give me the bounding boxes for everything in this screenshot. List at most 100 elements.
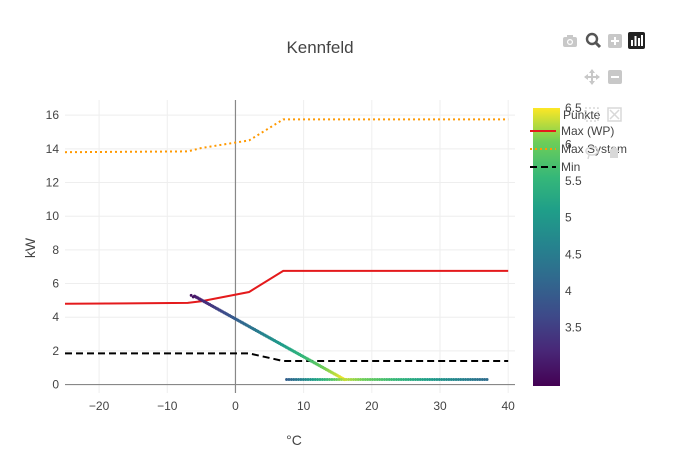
series-lines[interactable] bbox=[64, 118, 509, 362]
scatter-point bbox=[306, 378, 310, 382]
scatter-point bbox=[371, 378, 374, 382]
scatter-point bbox=[297, 378, 301, 382]
x-tick-label: 40 bbox=[502, 399, 516, 413]
chart-title: Kennfeld bbox=[286, 38, 353, 57]
y-tick-label: 16 bbox=[46, 108, 60, 122]
zoom-icon[interactable] bbox=[585, 32, 602, 49]
scatter-point bbox=[191, 295, 195, 299]
y-axis-title: kW bbox=[22, 237, 38, 258]
scatter-point bbox=[366, 378, 370, 382]
scatter-point bbox=[430, 378, 434, 382]
scatter-point bbox=[406, 378, 410, 382]
scatter-point bbox=[440, 378, 444, 382]
x-axis-title: °C bbox=[286, 432, 302, 448]
scatter-point bbox=[342, 378, 346, 382]
colorbar-tick-label: 5.5 bbox=[565, 174, 582, 188]
scatter-point bbox=[473, 378, 477, 382]
series-min bbox=[65, 352, 509, 362]
x-tick-label: −20 bbox=[89, 399, 110, 413]
scatter-point bbox=[449, 378, 453, 382]
scatter-point bbox=[480, 378, 484, 382]
series-max-system bbox=[64, 118, 509, 154]
scatter-point bbox=[394, 378, 398, 382]
camera-icon[interactable] bbox=[563, 35, 577, 47]
scatter-point bbox=[454, 378, 458, 382]
scatter-point bbox=[402, 378, 406, 382]
series-max-wp bbox=[64, 269, 509, 305]
bar-chart-icon[interactable] bbox=[628, 32, 645, 49]
scatter-point bbox=[323, 378, 327, 382]
scatter-point bbox=[363, 378, 367, 382]
scatter-point bbox=[285, 378, 289, 382]
x-tick-labels: −20 −10 0 10 20 30 40 bbox=[89, 399, 515, 413]
scatter-point bbox=[418, 378, 422, 382]
scatter-point bbox=[380, 378, 384, 382]
scatter-point bbox=[485, 378, 489, 382]
scatter-point bbox=[416, 378, 420, 382]
minus-icon[interactable] bbox=[608, 70, 622, 84]
scatter-point bbox=[468, 378, 472, 382]
x-tick-label: 0 bbox=[232, 399, 239, 413]
scatter-point bbox=[347, 378, 351, 382]
plus-icon[interactable] bbox=[608, 34, 622, 48]
zero-lines bbox=[65, 100, 515, 393]
legend-item-max-wp[interactable]: Max (WP) bbox=[530, 124, 614, 138]
autoscale-icon[interactable] bbox=[607, 107, 622, 122]
colorbar-tick-label: 5 bbox=[565, 211, 572, 225]
scatter-point bbox=[318, 378, 322, 382]
scatter-point bbox=[361, 378, 365, 382]
scatter-point bbox=[456, 378, 460, 382]
legend-item-min[interactable]: Min bbox=[530, 160, 580, 174]
scatter-point bbox=[189, 293, 193, 297]
scatter-point bbox=[444, 378, 448, 382]
y-tick-labels: 0 2 4 6 8 10 12 14 16 bbox=[46, 108, 60, 391]
colorbar bbox=[533, 108, 560, 386]
select-icon[interactable] bbox=[584, 107, 599, 122]
scatter-points[interactable] bbox=[189, 293, 489, 382]
scatter-point bbox=[435, 378, 439, 382]
scatter-point bbox=[385, 378, 389, 382]
legend-item-punkte[interactable]: Punkte bbox=[563, 108, 601, 122]
scatter-point bbox=[299, 378, 303, 382]
scatter-point bbox=[339, 378, 343, 382]
scatter-point bbox=[328, 378, 332, 382]
scatter-point bbox=[311, 378, 315, 382]
scatter-point bbox=[294, 378, 298, 382]
scatter-point bbox=[316, 378, 320, 382]
scatter-point bbox=[452, 378, 456, 382]
scatter-point bbox=[411, 378, 415, 382]
x-tick-label: −10 bbox=[157, 399, 178, 413]
y-tick-label: 14 bbox=[46, 142, 60, 156]
scatter-point bbox=[478, 378, 482, 382]
legend-label-min: Min bbox=[561, 160, 580, 174]
scatter-point bbox=[397, 378, 401, 382]
scatter-point bbox=[375, 378, 379, 382]
scatter-point bbox=[373, 378, 377, 382]
scatter-point bbox=[332, 378, 336, 382]
scatter-point bbox=[392, 378, 396, 382]
colorbar-tick-label: 6 bbox=[565, 138, 572, 152]
colorbar-tick-label: 4 bbox=[565, 284, 572, 298]
colorbar-tick-labels: 3.5 4 4.5 5 5.5 6 6.5 bbox=[565, 101, 582, 334]
lasso-icon[interactable] bbox=[585, 146, 599, 160]
scatter-point bbox=[423, 378, 427, 382]
scatter-point bbox=[356, 378, 360, 382]
pan-icon[interactable] bbox=[584, 69, 600, 85]
y-tick-label: 6 bbox=[52, 277, 59, 291]
x-tick-label: 20 bbox=[365, 399, 379, 413]
scatter-point bbox=[304, 378, 308, 382]
y-tick-label: 12 bbox=[46, 176, 60, 190]
scatter-point bbox=[461, 378, 465, 382]
scatter-point bbox=[289, 378, 293, 382]
y-tick-label: 2 bbox=[52, 344, 59, 358]
scatter-point bbox=[354, 378, 358, 382]
scatter-point bbox=[399, 378, 403, 382]
y-tick-label: 8 bbox=[52, 243, 59, 257]
scatter-point bbox=[433, 378, 437, 382]
scatter-point bbox=[483, 378, 487, 382]
home-icon[interactable] bbox=[608, 146, 620, 158]
scatter-point bbox=[442, 378, 446, 382]
scatter-point bbox=[337, 378, 341, 382]
legend-label-punkte: Punkte bbox=[563, 108, 601, 122]
